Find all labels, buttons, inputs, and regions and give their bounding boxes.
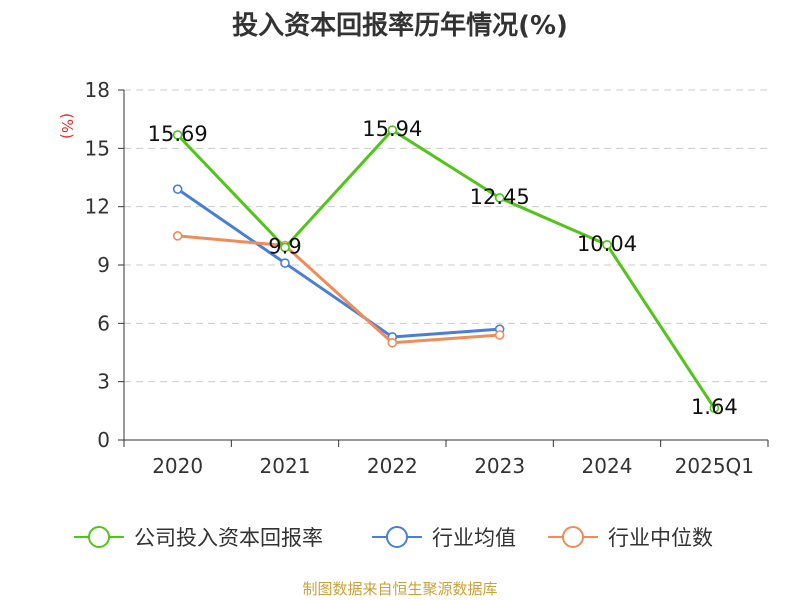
data-point	[280, 258, 290, 268]
data-label: 10.04	[577, 232, 637, 256]
y-tick-label: 3	[97, 370, 110, 394]
data-point	[387, 337, 398, 348]
y-tick-label: 15	[85, 136, 110, 160]
data-labels: 15.69 9.9 15.94 12.45 10.04 1.64	[148, 117, 738, 419]
data-point	[387, 125, 398, 135]
y-tick-label: 9	[97, 253, 110, 277]
legend-label: 行业中位数	[608, 526, 713, 550]
x-tick-label: 2025Q1	[675, 454, 754, 478]
source-note: 制图数据来自恒生聚源数据库	[302, 580, 497, 598]
series-line	[176, 128, 716, 409]
x-tick-label: 2024	[582, 454, 633, 478]
data-label: 1.64	[691, 395, 738, 419]
y-tick-labels: 0 3 6 9 12 15 18	[85, 78, 110, 452]
chart-title: 投入资本回报率历年情况(%)	[232, 10, 568, 41]
axes	[118, 89, 769, 447]
data-point	[172, 130, 183, 140]
series-group	[172, 125, 720, 413]
x-tick-label: 2022	[367, 454, 418, 478]
data-label: 12.45	[470, 185, 530, 209]
data-point	[494, 330, 505, 340]
y-tick-label: 6	[97, 311, 110, 335]
data-label: 9.9	[268, 235, 301, 259]
legend-marker	[386, 526, 408, 548]
data-label: 15.69	[148, 122, 208, 146]
x-tick-label: 2020	[152, 454, 203, 478]
data-point	[602, 239, 612, 250]
legend-label: 公司投入资本回报率	[134, 526, 323, 550]
y-axis-unit: (%)	[58, 113, 76, 139]
series-line	[177, 234, 500, 345]
y-tick-label: 12	[85, 195, 110, 219]
x-tick-label: 2023	[474, 454, 525, 478]
data-point	[172, 184, 183, 194]
legend: 公司投入资本回报率 行业均值 行业中位数	[74, 526, 713, 550]
data-point	[172, 231, 183, 241]
legend-marker	[88, 526, 110, 548]
series-line	[176, 187, 500, 339]
x-tick-label: 2021	[260, 454, 311, 478]
data-point	[709, 403, 720, 413]
data-point	[280, 242, 290, 253]
data-label: 15.94	[362, 117, 422, 141]
legend-label: 行业均值	[432, 526, 516, 550]
data-point	[494, 193, 505, 203]
x-tick-labels: 2020 2021 2022 2023 2024 2025Q1	[152, 454, 754, 478]
y-tick-label: 18	[85, 78, 110, 102]
legend-marker	[562, 526, 584, 548]
y-tick-label: 0	[97, 428, 110, 452]
